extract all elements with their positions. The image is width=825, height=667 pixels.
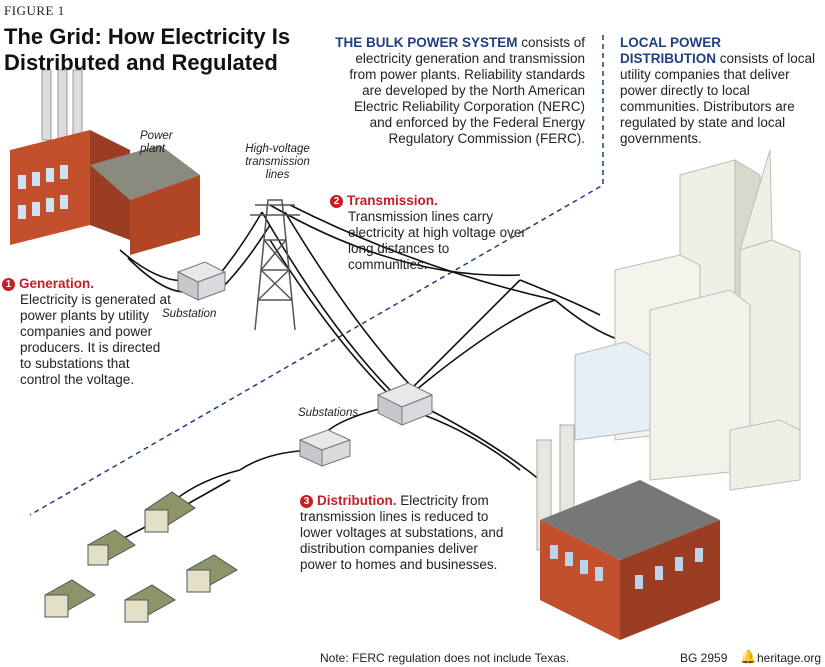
transmission-tower	[250, 199, 300, 331]
city-buildings	[574, 149, 801, 491]
figure-label: FIGURE 1	[4, 3, 65, 18]
page-title: The Grid: How Electricity Is Distributed…	[4, 24, 291, 75]
step-distribution: 3 Distribution. Electricity from transmis…	[300, 493, 504, 572]
local-distribution-text: LOCAL POWER DISTRIBUTION consists of loc…	[620, 35, 816, 146]
step-transmission: 2 Transmission. Transmission lines carry e…	[330, 193, 530, 273]
substation-boxes	[176, 261, 434, 467]
label-substations: Substations	[298, 407, 359, 419]
label-substation: Substation	[162, 308, 217, 320]
footer-code: BG 2959	[680, 651, 728, 665]
footer-site: heritage.org	[757, 651, 822, 665]
houses	[44, 491, 238, 623]
heritage-logo-icon: 🔔	[740, 649, 757, 664]
label-hv-lines: High-voltage transmission lines	[245, 143, 310, 181]
footer-note: Note: FERC regulation does not include T…	[320, 651, 570, 665]
label-power-plant: Power plant	[140, 130, 173, 155]
power-plant	[10, 69, 200, 255]
bulk-power-text: THE BULK POWER SYSTEM consists of electr…	[335, 35, 585, 146]
factory	[536, 424, 720, 640]
step-generation: 1 Generation. Electricity is generated at …	[2, 276, 172, 388]
divider-line	[29, 35, 604, 516]
